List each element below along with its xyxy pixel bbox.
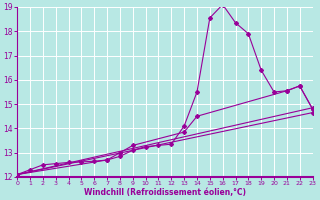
X-axis label: Windchill (Refroidissement éolien,°C): Windchill (Refroidissement éolien,°C) — [84, 188, 246, 197]
